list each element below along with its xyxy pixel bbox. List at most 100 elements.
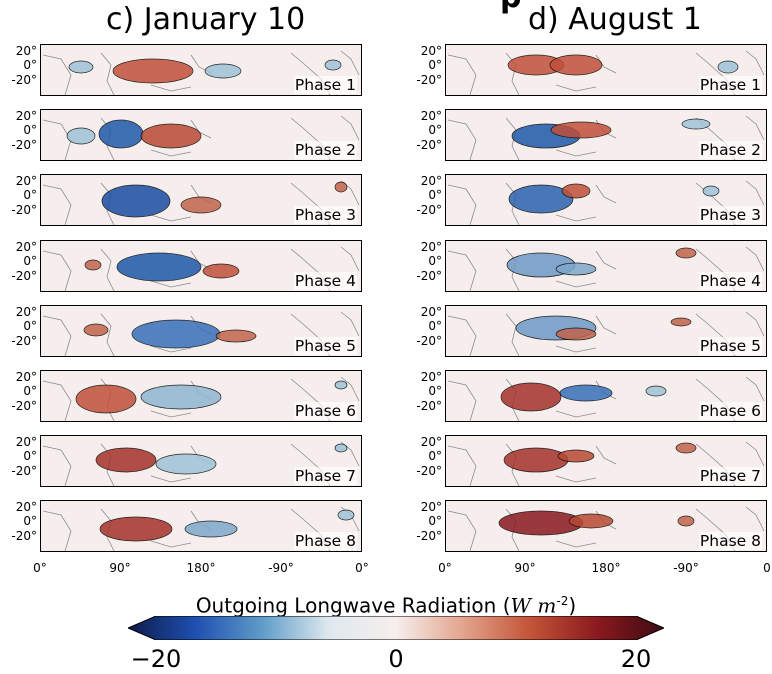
phase-label: Phase 4 xyxy=(698,272,762,290)
map-panel-left-phase-1: Phase 1 xyxy=(40,44,362,96)
coastline xyxy=(42,380,72,421)
coastline xyxy=(447,184,477,225)
latitude-tick-label: 20° xyxy=(15,174,37,188)
latitude-tick-label: 0° xyxy=(23,514,37,528)
map-panel-left-phase-8: Phase 8 xyxy=(40,500,362,552)
olr-anomaly-map xyxy=(42,180,360,225)
latitude-tick-label: 20° xyxy=(15,240,37,254)
coastline xyxy=(150,410,192,418)
latitude-tick-label: 20° xyxy=(420,435,442,449)
coastline xyxy=(745,506,765,532)
longitude-tick-label: 0° xyxy=(33,561,47,575)
coastline xyxy=(150,149,192,157)
anomaly-contour xyxy=(670,317,692,327)
latitude-tick-label: 0° xyxy=(428,123,442,137)
january-title: c) January 10 xyxy=(106,2,306,37)
latitude-tick-label: -20° xyxy=(11,269,37,283)
anomaly-contour xyxy=(204,63,242,79)
coastline xyxy=(505,313,520,356)
coastline xyxy=(340,311,360,337)
latitude-tick-label: -20° xyxy=(11,399,37,413)
coastline xyxy=(150,475,192,483)
anomaly-contour xyxy=(155,453,217,475)
latitude-tick-label: 0° xyxy=(428,188,442,202)
anomaly-contour xyxy=(334,443,348,453)
latitude-tick-label: 20° xyxy=(420,174,442,188)
anomaly-contour xyxy=(549,54,603,76)
map-panel-right-phase-5: Phase 5 xyxy=(445,305,767,357)
olr-anomaly-map xyxy=(447,115,765,160)
anomaly-contour xyxy=(681,118,711,130)
latitude-tick-label: 20° xyxy=(420,370,442,384)
longitude-tick-label: 180° xyxy=(186,561,216,575)
coastline xyxy=(100,313,115,356)
anomaly-contour xyxy=(334,181,348,193)
phase-label: Phase 5 xyxy=(293,337,357,355)
latitude-tick-label: 0° xyxy=(23,188,37,202)
latitude-tick-label: 20° xyxy=(15,500,37,514)
anomaly-contour xyxy=(503,447,569,473)
latitude-tick-label: 0° xyxy=(23,58,37,72)
coastline xyxy=(447,510,477,551)
latitude-tick-label: 0° xyxy=(428,254,442,268)
coastline xyxy=(555,280,597,288)
coastline xyxy=(447,54,477,95)
map-panel-right-phase-6: Phase 6 xyxy=(445,370,767,422)
longitude-tick-label: -90° xyxy=(268,561,294,575)
anomaly-contour xyxy=(717,60,739,74)
colorbar-gradient xyxy=(128,616,664,640)
olr-anomaly-map xyxy=(42,311,360,356)
anomaly-contour xyxy=(101,184,171,218)
olr-anomaly-map xyxy=(42,506,360,551)
phase-label: Phase 6 xyxy=(698,402,762,420)
anomaly-contour xyxy=(555,262,597,276)
longitude-tick-label: 0° xyxy=(355,561,369,575)
anomaly-contour xyxy=(677,515,695,527)
phase-label: Phase 2 xyxy=(698,141,762,159)
phase-label: Phase 5 xyxy=(698,337,762,355)
latitude-tick-label: 0° xyxy=(428,384,442,398)
olr-anomaly-map xyxy=(42,115,360,160)
coastline xyxy=(340,50,360,76)
latitude-tick-label: 0° xyxy=(428,319,442,333)
anomaly-contour xyxy=(508,184,574,214)
phase-label: Phase 7 xyxy=(698,467,762,485)
anomaly-contour xyxy=(140,384,222,410)
coastline xyxy=(447,315,477,356)
colorbar xyxy=(128,616,664,640)
olr-anomaly-map xyxy=(447,50,765,95)
coastline xyxy=(745,180,765,206)
anomaly-contour xyxy=(95,447,157,473)
latitude-tick-label: 0° xyxy=(23,254,37,268)
latitude-tick-label: 0° xyxy=(23,384,37,398)
phase-label: Phase 7 xyxy=(293,467,357,485)
colorbar-mid-label: 0 xyxy=(388,645,404,673)
anomaly-contour xyxy=(334,380,348,390)
coastline xyxy=(447,380,477,421)
map-panel-left-phase-5: Phase 5 xyxy=(40,305,362,357)
colorbar-min-label: −20 xyxy=(130,645,182,673)
latitude-tick-label: 0° xyxy=(23,319,37,333)
anomaly-contour xyxy=(184,520,238,538)
latitude-tick-label: -20° xyxy=(416,138,442,152)
coastline xyxy=(745,50,765,76)
anomaly-contour xyxy=(84,259,102,271)
anomaly-contour xyxy=(83,323,109,337)
colorbar-title-prefix: Outgoing Longwave Radiation ( xyxy=(195,593,511,618)
colorbar-title: Outgoing Longwave Radiation (W m-2) xyxy=(0,588,772,619)
anomaly-contour xyxy=(555,327,597,341)
longitude-tick-label: 0° xyxy=(438,561,452,575)
anomaly-contour xyxy=(112,58,194,84)
map-panel-left-phase-6: Phase 6 xyxy=(40,370,362,422)
phase-label: Phase 8 xyxy=(293,532,357,550)
latitude-tick-label: 20° xyxy=(420,305,442,319)
coastline xyxy=(447,445,477,486)
map-panel-right-phase-7: Phase 7 xyxy=(445,435,767,487)
august-title: d) August 1 xyxy=(528,2,702,37)
latitude-tick-label: 0° xyxy=(23,123,37,137)
coastline xyxy=(42,184,72,225)
coastline xyxy=(42,119,72,160)
colorbar-unit-m: m xyxy=(531,593,557,618)
map-panel-right-phase-8: Phase 8 xyxy=(445,500,767,552)
latitude-tick-label: 20° xyxy=(420,109,442,123)
